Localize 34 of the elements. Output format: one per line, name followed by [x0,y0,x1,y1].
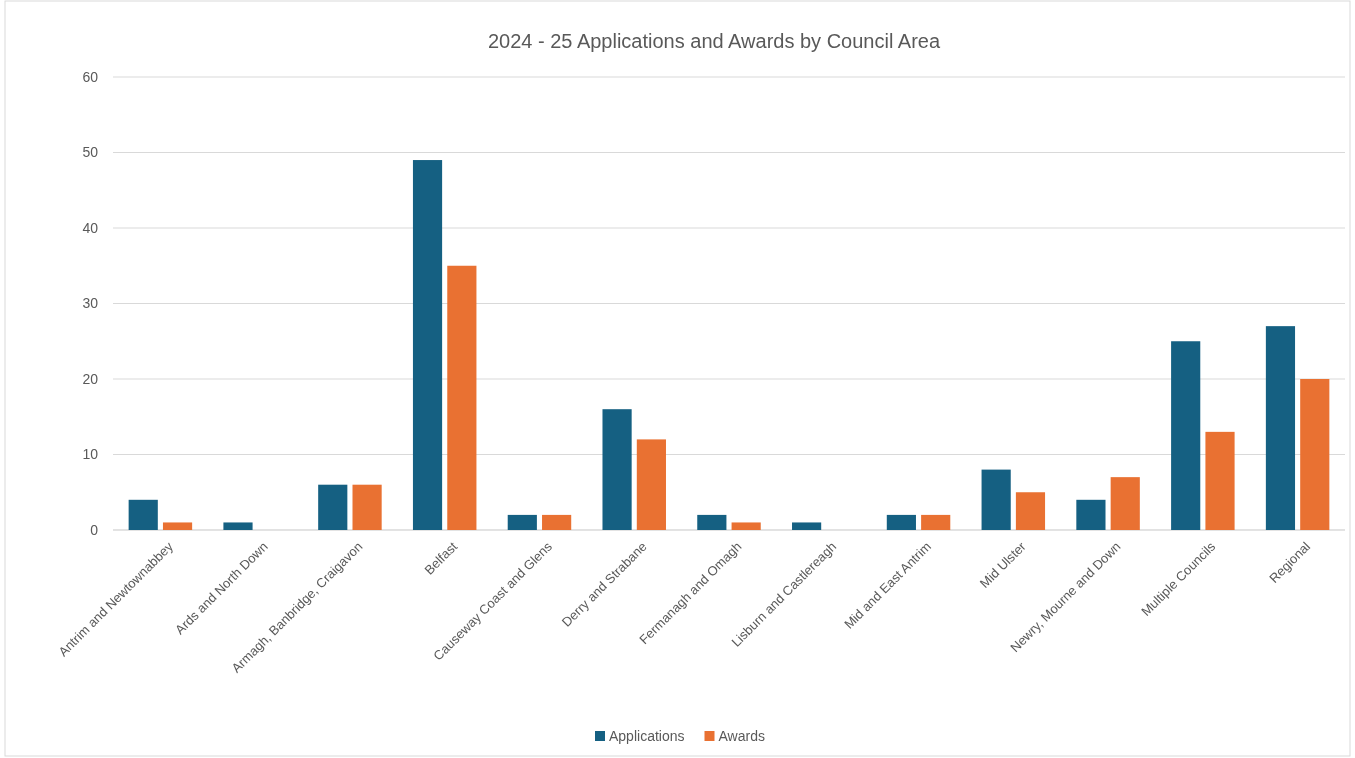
bar [731,522,761,530]
bar [1205,431,1235,530]
y-tick-label: 50 [82,144,99,161]
bar [981,469,1011,530]
y-tick-label: 30 [82,295,99,312]
bar [1265,326,1296,530]
bar [352,484,382,530]
bar [886,514,916,530]
bar [542,514,572,530]
bar [1076,499,1106,530]
legend-label: Awards [718,728,765,744]
bar [162,522,193,530]
bar [1300,379,1330,530]
bar [697,514,727,530]
bar [636,439,666,530]
y-tick-label: 0 [90,521,99,538]
chart-title: 2024 - 25 Applications and Awards by Council Area [487,30,941,52]
bar [921,514,951,530]
y-tick-label: 10 [82,446,99,463]
bar [602,409,632,530]
bar [412,160,443,530]
bar [792,522,822,530]
bar [1171,341,1201,530]
bar [318,484,348,530]
bar [507,514,537,530]
bar [447,265,477,530]
bar [1110,477,1140,530]
bar [223,522,253,530]
y-tick-label: 20 [82,370,99,387]
legend-label: Applications [609,728,685,744]
bar [128,499,158,530]
bar [1015,492,1046,530]
y-tick-label: 60 [82,68,99,85]
y-tick-label: 40 [82,219,99,236]
